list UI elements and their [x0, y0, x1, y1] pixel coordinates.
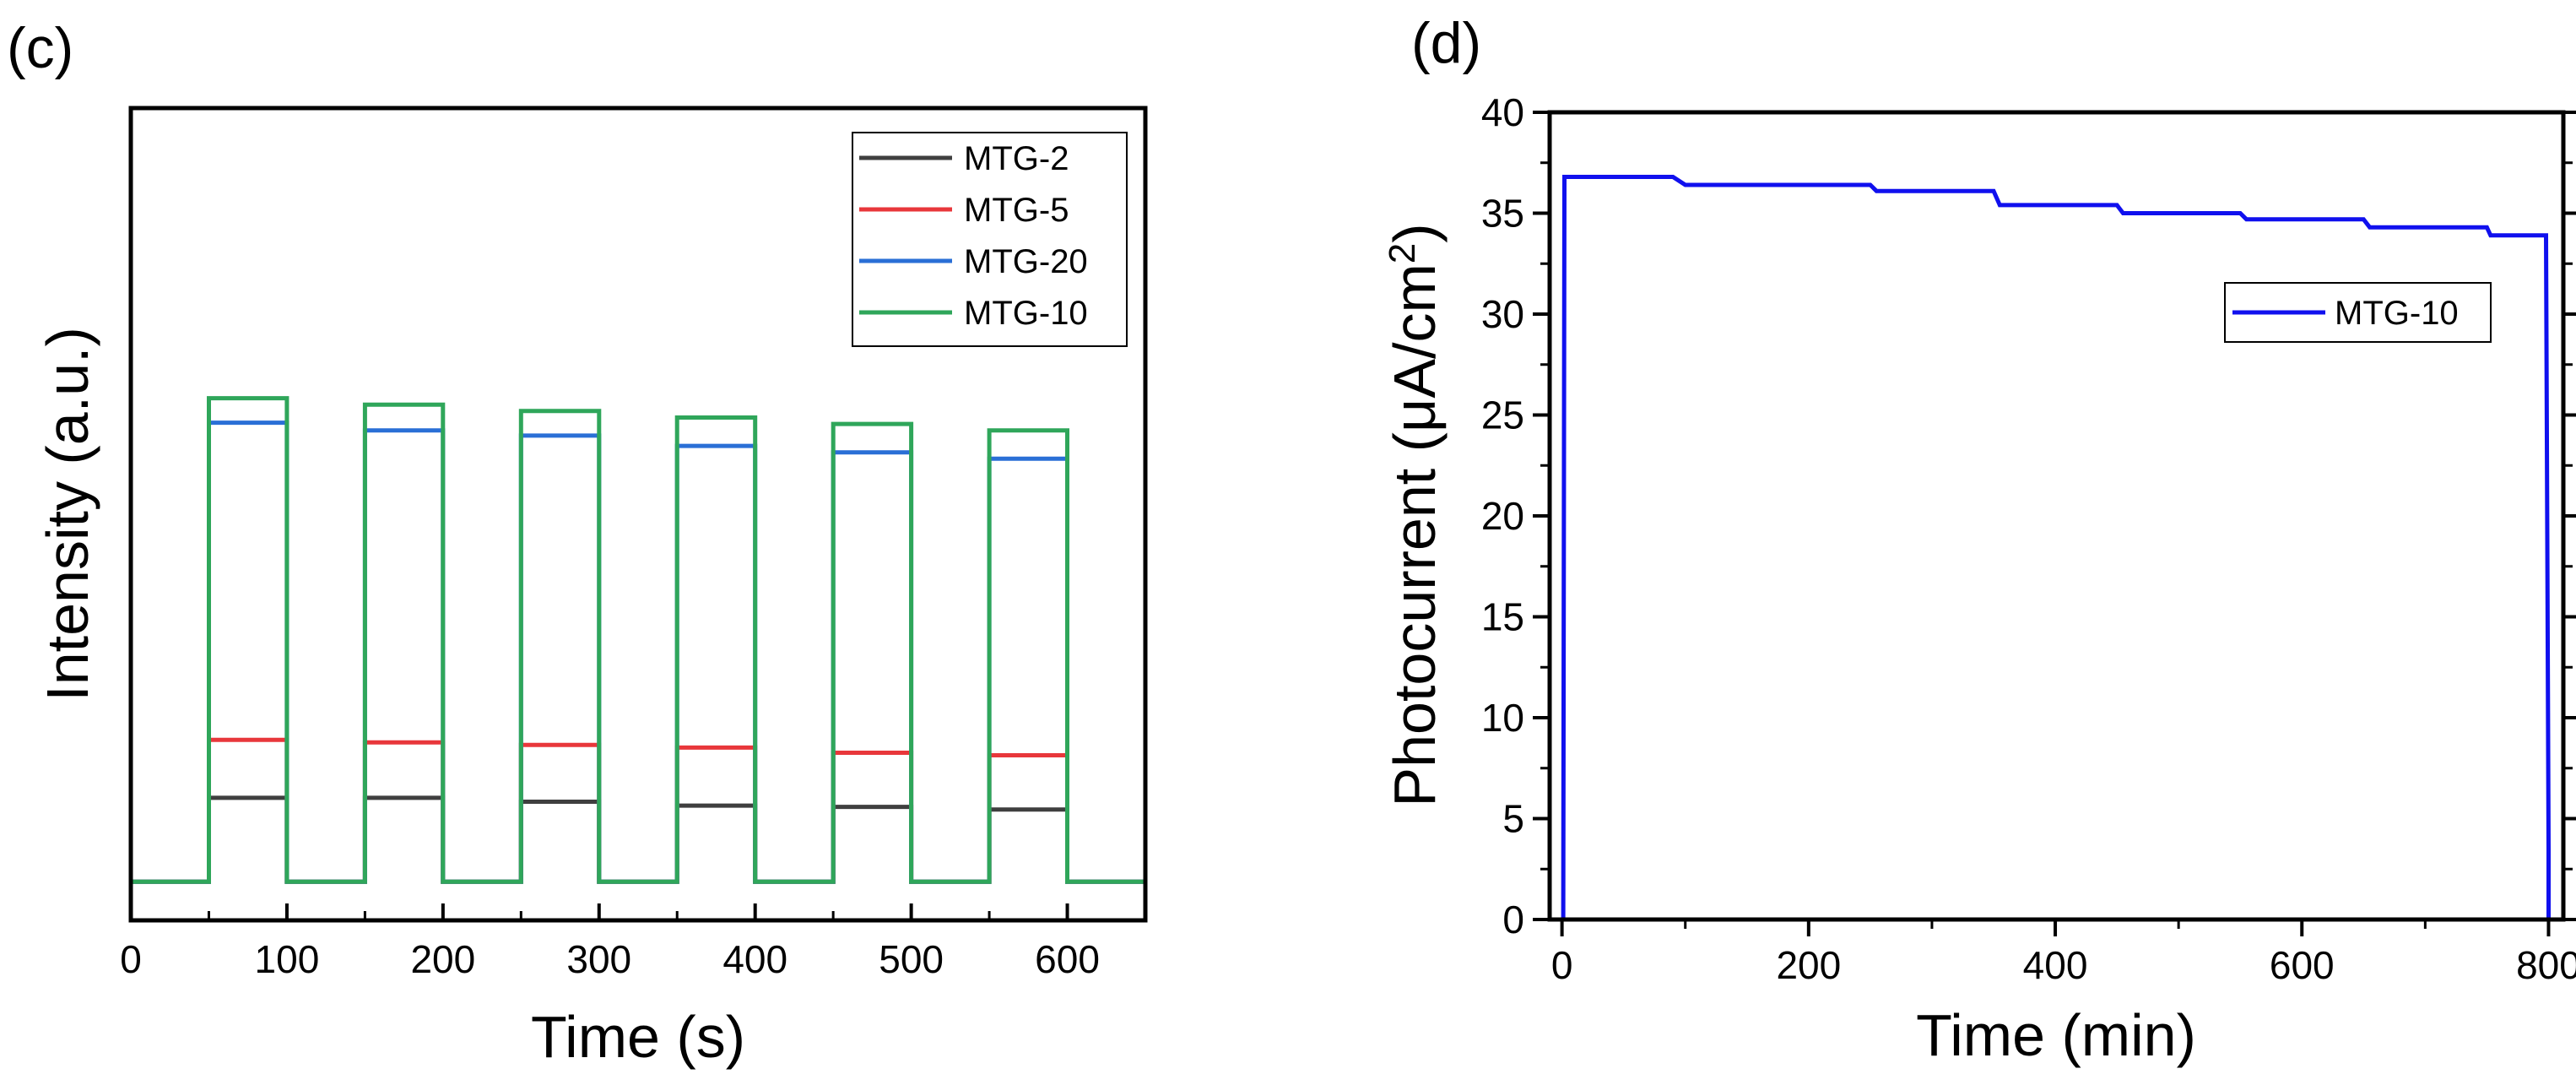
- legend-c: MTG-2 MTG-5 MTG-20 MTG-10: [852, 132, 1128, 347]
- legend-label-mtg-10-d: MTG-10: [2335, 295, 2459, 332]
- x-tick-label-c: 300: [566, 937, 631, 981]
- x-tick-label-c: 400: [722, 937, 787, 981]
- series-line-mtg-2: [131, 795, 1145, 884]
- x-tick-label-d: 0: [1551, 943, 1573, 987]
- y-axis-title-d-superscript: 2: [1382, 243, 1423, 263]
- x-tick-label-d: 800: [2516, 943, 2576, 987]
- x-tick-label-d: 600: [2270, 943, 2335, 987]
- x-tick-label-c: 500: [879, 937, 944, 981]
- y-tick-label-d: 10: [1481, 696, 1524, 740]
- legend-label-mtg-2: MTG-2: [964, 140, 1069, 177]
- series-line-mtg-10-d: [1561, 175, 2551, 920]
- x-tick-labels-c: 0 100 200 300 400 500 600: [120, 937, 1100, 981]
- legend-label-mtg-10: MTG-10: [964, 295, 1088, 332]
- series-line-mtg-10: [131, 396, 1145, 884]
- x-axis-title-c: Time (s): [531, 1004, 745, 1070]
- x-tick-label-c: 200: [410, 937, 475, 981]
- panel-label-c: (c): [7, 16, 73, 80]
- x-tick-labels-d: 0 200 400 600 800: [1551, 943, 2576, 987]
- y-tick-labels-d: 0 5 10 15 20 25 30 35 40: [1481, 90, 1524, 941]
- panel-label-d: (d): [1411, 11, 1481, 75]
- chart-panel-d: (d) 0 200 400 600 800 0 5 10 15 20 25 30 35 40 Time …: [1382, 11, 2576, 1068]
- x-axis-ticks-c: [129, 903, 1069, 920]
- y-tick-label-d: 0: [1502, 898, 1524, 941]
- y-tick-label-d: 15: [1481, 595, 1524, 639]
- plot-frame-c: [128, 106, 1148, 923]
- x-tick-label-c: 100: [255, 937, 320, 981]
- y-tick-label-d: 40: [1481, 90, 1524, 134]
- y-tick-label-d: 30: [1481, 292, 1524, 336]
- series-line-mtg-20: [131, 420, 1145, 884]
- x-axis-title-d: Time (min): [1916, 1002, 2196, 1068]
- legend-label-mtg-5: MTG-5: [964, 192, 1069, 229]
- legend-label-mtg-20: MTG-20: [964, 243, 1088, 280]
- axis-ticks-d: [1533, 111, 2576, 936]
- plot-frame-d: [1547, 110, 2566, 922]
- x-tick-label-c: 0: [120, 937, 142, 981]
- x-tick-label-d: 200: [1776, 943, 1841, 987]
- x-tick-label-c: 600: [1035, 937, 1100, 981]
- legend-d: MTG-10: [2224, 282, 2492, 343]
- y-axis-title-c: Intensity (a.u.): [35, 327, 100, 702]
- y-axis-title-d-close: ): [1382, 223, 1448, 242]
- series-group-d: [1561, 175, 2551, 920]
- y-tick-label-d: 25: [1481, 393, 1524, 437]
- y-tick-label-d: 20: [1481, 494, 1524, 538]
- series-group-c: [131, 396, 1145, 884]
- chart-panel-c: (c) 0 100 200 300 400 500 600 Time (s) Intensi…: [7, 16, 1148, 1070]
- y-axis-title-d-main: Photocurrent (μA/cm: [1382, 263, 1448, 806]
- y-tick-label-d: 5: [1502, 797, 1524, 841]
- x-tick-label-d: 400: [2023, 943, 2088, 987]
- y-tick-label-d: 35: [1481, 192, 1524, 236]
- y-axis-title-d: Photocurrent (μA/cm2): [1382, 223, 1448, 806]
